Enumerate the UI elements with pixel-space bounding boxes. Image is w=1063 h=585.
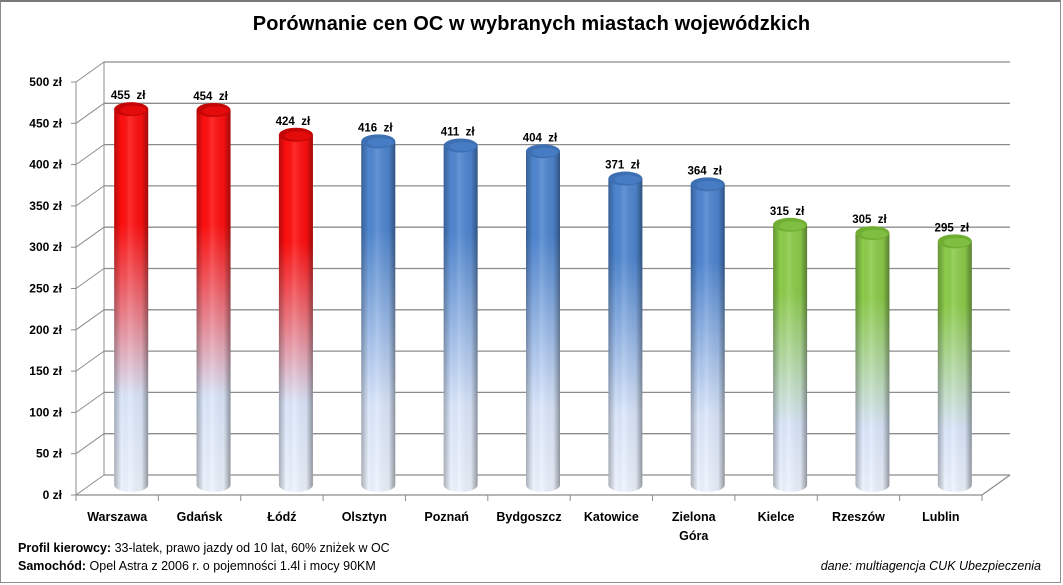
y-tick-label: 50 zł: [36, 447, 63, 461]
data-label: 295 zł: [935, 222, 970, 234]
driver-profile-note: Profil kierowcy: 33-latek, prawo jazdy o…: [18, 541, 390, 555]
x-tick-label: Katowice: [584, 510, 639, 524]
driver-profile-label: Profil kierowcy:: [18, 541, 112, 555]
chart-title: Porównanie cen OC w wybranych miastach w…: [252, 13, 811, 35]
bar-warszawa: 455 zł: [111, 90, 149, 493]
x-tick-label: Góra: [679, 529, 709, 543]
y-tick-label: 150 zł: [29, 364, 62, 378]
data-source: dane: multiagencja CUK Ubezpieczenia: [820, 559, 1041, 573]
bar-kielce: 315 zł: [770, 206, 808, 493]
y-tick-label: 200 zł: [29, 323, 62, 337]
x-tick-label: Olsztyn: [342, 510, 387, 524]
car-note: Samochód: Opel Astra z 2006 r. o pojemno…: [18, 559, 376, 573]
x-tick-label: Kielce: [758, 510, 795, 524]
y-tick-label: 100 zł: [29, 405, 62, 419]
bar-łódź: 424 zł: [276, 116, 313, 493]
x-tick-label: Warszawa: [87, 510, 148, 524]
y-tick-label: 250 zł: [29, 282, 62, 296]
y-tick-label: 450 zł: [29, 116, 62, 130]
x-tick-label: Zielona: [672, 510, 717, 524]
driver-profile-text: 33-latek, prawo jazdy od 10 lat, 60% zni…: [114, 541, 390, 555]
bar-bydgoszcz: 404 zł: [523, 132, 560, 492]
x-tick-label: Gdańsk: [177, 510, 223, 524]
bar-zielona-góra: 364 zł: [687, 165, 725, 493]
bar-lublin: 295 zł: [935, 222, 972, 493]
bar-katowice: 371 zł: [605, 160, 643, 493]
data-label: 315 zł: [770, 206, 805, 218]
x-tick-label: Rzeszów: [832, 510, 885, 524]
y-tick-label: 400 zł: [29, 158, 62, 172]
bar-rzeszów: 305 zł: [852, 214, 890, 493]
y-tick-label: 0 zł: [43, 488, 63, 502]
bar-poznań: 411 zł: [441, 127, 478, 493]
data-label: 416 zł: [358, 122, 393, 134]
data-label: 305 zł: [852, 214, 887, 226]
bar-gdańsk: 454 zł: [193, 91, 231, 493]
data-label: 371 zł: [605, 160, 640, 172]
y-axis: 0 zł 50 zł 100 zł 150 zł 200 zł 250 zł 300 zł 3…: [29, 75, 1011, 502]
x-tick-label: Łódź: [267, 510, 296, 524]
y-tick-label: 350 zł: [29, 199, 62, 213]
y-tick-label: 300 zł: [29, 240, 62, 254]
data-label: 411 zł: [441, 127, 476, 139]
car-text: Opel Astra z 2006 r. o pojemności 1.4l i…: [89, 559, 376, 573]
x-tick-label: Poznań: [424, 510, 468, 524]
data-label: 455 zł: [111, 90, 146, 102]
y-tick-label: 500 zł: [29, 75, 62, 89]
data-label: 364 zł: [687, 165, 722, 177]
data-label: 404 zł: [523, 132, 558, 144]
data-label: 454 zł: [193, 91, 228, 103]
car-label: Samochód:: [18, 559, 87, 573]
x-axis-labels: Warszawa Gdańsk Łódź Olsztyn Poznań Bydgoszcz…: [87, 510, 959, 543]
x-tick-label: Lublin: [922, 510, 960, 524]
bars: 455 zł 454 zł 424 zł 416 zł 411 zł 404 zł 371 …: [111, 90, 972, 493]
bar-olsztyn: 416 zł: [358, 122, 396, 493]
data-label: 424 zł: [276, 116, 311, 128]
x-tick-label: Bydgoszcz: [496, 510, 561, 524]
